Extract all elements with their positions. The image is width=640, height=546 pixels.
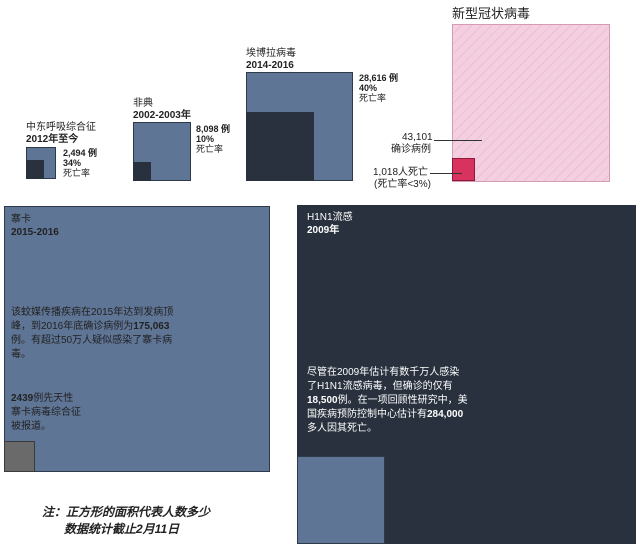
- mers-deaths-square: [26, 160, 44, 179]
- covid-deaths-leader: [430, 173, 462, 174]
- mers-name: 中东呼吸综合征: [26, 122, 96, 133]
- h1n1-years: 2009年: [307, 225, 340, 236]
- ebola-cases: 28,616 例: [359, 73, 399, 83]
- covid-deaths-count: 1,018人死亡: [373, 167, 429, 178]
- zika-congenital-note: 2439例先天性 寨卡病毒综合征 被报道。: [11, 393, 81, 432]
- sars-cases: 8,098 例: [196, 124, 231, 134]
- mers-cases: 2,494 例: [63, 148, 98, 158]
- sars-rate-label: 死亡率: [196, 144, 224, 154]
- h1n1-description: 尽管在2009年估计有数千万人感染 了H1N1流感病毒，但确诊的仅有 18,50…: [307, 367, 468, 434]
- zika-congenital-square: [4, 441, 35, 472]
- zika-name: 寨卡: [11, 214, 31, 225]
- sars-years: 2002-2003年: [133, 110, 191, 121]
- footnote-line-2: 数据统计截止2月11日: [64, 522, 180, 536]
- ebola-rate-label: 死亡率: [359, 93, 387, 103]
- h1n1-name: H1N1流感: [307, 212, 353, 223]
- zika-cases-square: [4, 206, 270, 472]
- zika-years: 2015-2016: [11, 227, 59, 238]
- covid-confirmed-square: [452, 24, 610, 182]
- h1n1-confirmed-square: [297, 456, 385, 544]
- ebola-name: 埃博拉病毒: [246, 48, 296, 59]
- ebola-years: 2014-2016: [246, 60, 294, 71]
- footnote-line-1: 注：正方形的面积代表人数多少: [42, 505, 211, 519]
- covid-confirmed-leader: [434, 140, 482, 141]
- covid-confirmed-label: 确诊病例: [391, 144, 431, 155]
- mers-years: 2012年至今: [26, 134, 79, 145]
- covid-name: 新型冠状病毒: [452, 6, 531, 21]
- ebola-rate: 40%: [359, 83, 378, 93]
- covid-deaths-square: [452, 158, 475, 181]
- covid-death-rate: (死亡率<3%): [374, 179, 431, 190]
- sars-name: 非典: [133, 98, 153, 109]
- sars-rate: 10%: [196, 134, 215, 144]
- mers-rate: 34%: [63, 158, 82, 168]
- covid-confirmed-count: 43,101: [402, 132, 433, 143]
- sars-deaths-square: [133, 162, 151, 181]
- zika-description: 该蚊媒传播疾病在2015年达到发病顶 峰，到2016年底确诊病例为175,063…: [11, 307, 174, 360]
- mers-rate-label: 死亡率: [63, 168, 91, 178]
- ebola-deaths-square: [246, 112, 314, 181]
- footnote: 注：正方形的面积代表人数多少 数据统计截止2月11日: [42, 504, 210, 538]
